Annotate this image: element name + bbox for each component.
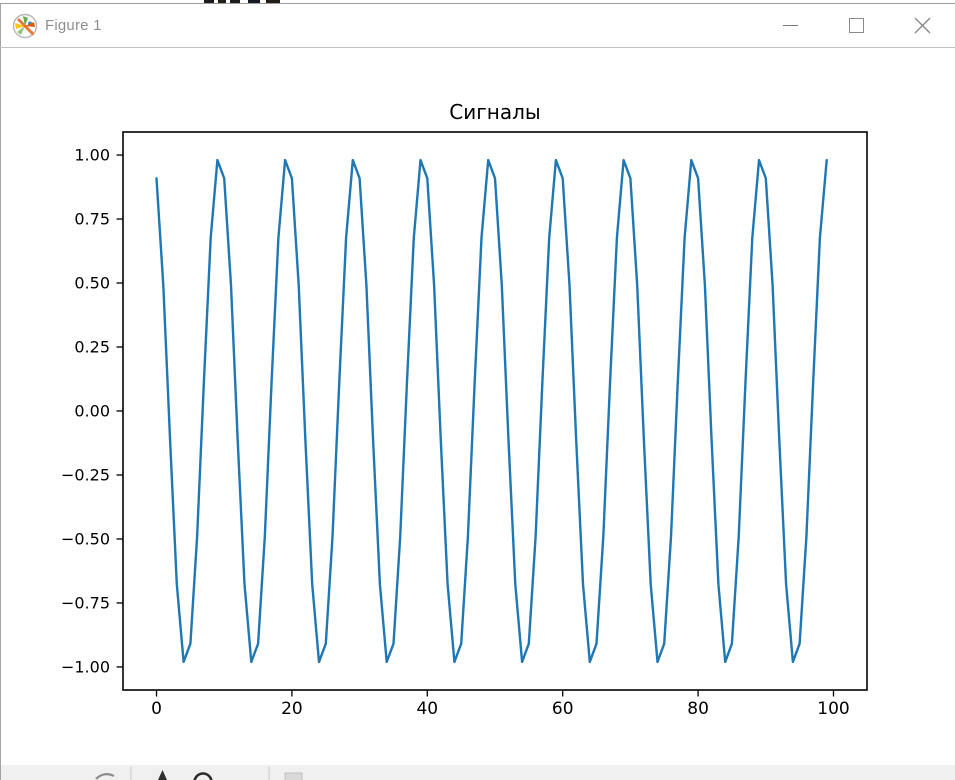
window-title: Figure 1: [45, 17, 102, 34]
x-tick-label: 100: [817, 699, 849, 719]
matplotlib-logo-icon: [12, 13, 38, 38]
zoom-icon: [193, 772, 213, 780]
window-top-border: [0, 3, 955, 4]
y-tick-label: −0.50: [61, 529, 110, 548]
caption-buttons: [757, 4, 955, 47]
y-tick-label: 0.75: [74, 210, 110, 229]
navigation-toolbar: [1, 765, 955, 780]
zoom-button[interactable]: [193, 772, 213, 780]
plot-canvas: Сигналы 0 20 40 60 80 100 1.00 0.75 0.50 0.25 0.0…: [61, 100, 868, 719]
maximize-icon: [848, 18, 864, 33]
figure-canvas: [1, 48, 955, 765]
x-tick-label: 80: [687, 699, 709, 719]
x-axis-ticks: 0 20 40 60 80 100: [151, 690, 850, 719]
occluded-window-fragment: [204, 0, 214, 3]
minimize-button[interactable]: [757, 4, 823, 47]
back-button[interactable]: [95, 772, 115, 780]
pan-button[interactable]: [158, 770, 167, 780]
y-tick-label: −1.00: [61, 657, 110, 676]
pan-icon: [158, 770, 167, 780]
close-button[interactable]: [889, 4, 955, 47]
back-icon: [95, 772, 115, 780]
y-tick-label: −0.75: [61, 593, 110, 612]
y-axis-ticks: 1.00 0.75 0.50 0.25 0.00 −0.25 −0.50 −0.75 −1.00: [61, 146, 123, 676]
x-tick-label: 0: [151, 699, 162, 719]
chart-title: Сигналы: [449, 100, 540, 124]
y-tick-label: 0.50: [74, 274, 110, 293]
minimize-icon: [782, 25, 798, 26]
x-tick-label: 40: [416, 699, 438, 719]
y-tick-label: −0.25: [61, 465, 110, 484]
y-tick-label: 0.00: [74, 402, 110, 421]
occluded-window-fragment: [230, 0, 240, 3]
window-titlebar: Figure 1: [1, 4, 955, 47]
subplots-button[interactable]: [284, 772, 303, 780]
x-tick-label: 20: [281, 699, 303, 719]
close-icon: [914, 17, 930, 34]
x-tick-label: 60: [552, 699, 574, 719]
signal-line: [155, 158, 828, 664]
window-left-border: [0, 3, 1, 780]
y-tick-label: 1.00: [74, 146, 110, 165]
subplots-icon: [284, 772, 303, 780]
maximize-button[interactable]: [823, 4, 889, 47]
titlebar-separator: [0, 47, 955, 48]
y-tick-label: 0.25: [74, 338, 110, 357]
